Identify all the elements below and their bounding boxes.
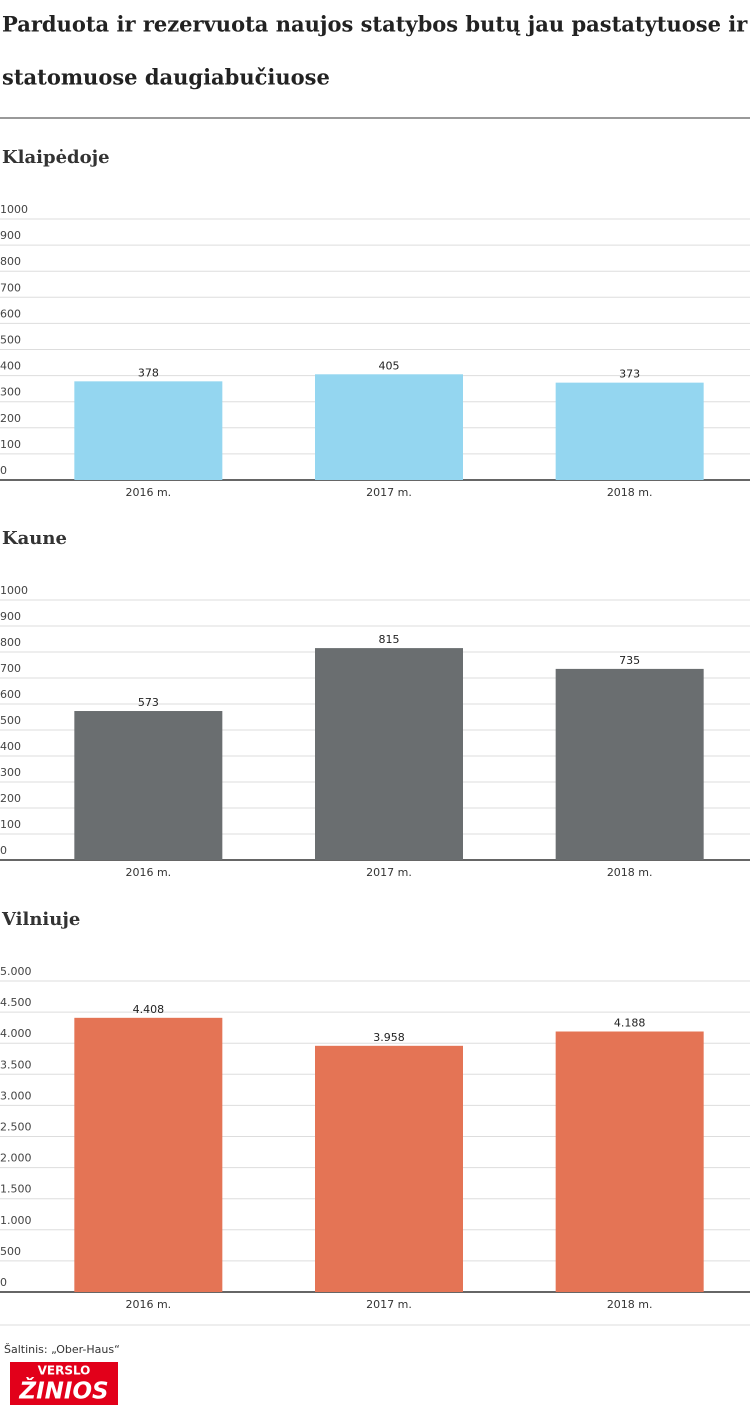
y-tick-label: 1.500 (0, 1183, 32, 1196)
y-tick-label: 300 (0, 386, 21, 399)
y-tick-label: 900 (0, 229, 21, 242)
chart-subtitle: Vilniuje (1, 909, 80, 930)
value-label: 815 (379, 633, 400, 646)
y-tick-label: 100 (0, 818, 21, 831)
y-tick-label: 2.000 (0, 1152, 32, 1165)
y-tick-label: 800 (0, 636, 21, 649)
value-label: 405 (379, 359, 400, 372)
x-tick-label: 2016 m. (125, 1298, 171, 1311)
x-tick-label: 2016 m. (125, 486, 171, 499)
y-tick-label: 3.000 (0, 1089, 32, 1102)
y-tick-label: 400 (0, 360, 21, 373)
y-tick-label: 4.000 (0, 1027, 32, 1040)
y-tick-label: 0 (0, 844, 7, 857)
source: Šaltinis: „Ober-Haus“ (4, 1343, 120, 1356)
title-line: Parduota ir rezervuota naujos statybos b… (2, 12, 748, 37)
bar (315, 374, 463, 480)
title-line: statomuose daugiabučiuose (2, 65, 330, 90)
x-tick-label: 2016 m. (125, 866, 171, 879)
y-tick-label: 500 (0, 714, 21, 727)
y-tick-label: 700 (0, 662, 21, 675)
bar (555, 668, 704, 860)
y-tick-label: 1.000 (0, 1214, 32, 1227)
y-tick-label: 2.500 (0, 1121, 32, 1134)
y-tick-label: 600 (0, 307, 21, 320)
y-tick-label: 200 (0, 792, 21, 805)
value-label: 378 (138, 366, 159, 379)
bar (74, 1017, 223, 1292)
x-tick-label: 2017 m. (366, 866, 412, 879)
value-label: 4.408 (133, 1003, 165, 1016)
y-tick-label: 1000 (0, 584, 28, 597)
y-tick-label: 600 (0, 688, 21, 701)
value-label: 573 (138, 696, 159, 709)
logo-bottom: ŽINIOS (18, 1377, 108, 1405)
y-tick-label: 400 (0, 740, 21, 753)
y-tick-label: 1000 (0, 203, 28, 216)
y-tick-label: 500 (0, 1245, 21, 1258)
y-tick-label: 5.000 (0, 965, 32, 978)
bar (315, 648, 463, 860)
y-tick-label: 500 (0, 334, 21, 347)
y-tick-label: 100 (0, 438, 21, 451)
y-tick-label: 800 (0, 255, 21, 268)
bar (315, 1045, 463, 1292)
y-tick-label: 0 (0, 464, 7, 477)
logo-top: VERSLO (38, 1364, 91, 1378)
x-tick-label: 2018 m. (607, 1298, 653, 1311)
y-tick-label: 4.500 (0, 996, 32, 1009)
value-label: 373 (619, 368, 640, 381)
y-tick-label: 3.500 (0, 1058, 32, 1071)
bar (555, 1031, 704, 1292)
bar (555, 382, 704, 480)
logo-box (10, 1362, 118, 1405)
bar (74, 711, 223, 860)
y-tick-label: 700 (0, 281, 21, 294)
y-tick-label: 200 (0, 412, 21, 425)
y-tick-label: 300 (0, 766, 21, 779)
chart-subtitle: Klaipėdoje (2, 147, 110, 168)
value-label: 735 (619, 654, 640, 667)
value-label: 3.958 (373, 1031, 405, 1044)
x-tick-label: 2017 m. (366, 486, 412, 499)
y-tick-label: 0 (0, 1276, 7, 1289)
x-tick-label: 2017 m. (366, 1298, 412, 1311)
bar (74, 381, 223, 480)
x-tick-label: 2018 m. (607, 866, 653, 879)
value-label: 4.188 (614, 1017, 646, 1030)
y-tick-label: 900 (0, 610, 21, 623)
chart-subtitle: Kaune (2, 528, 67, 549)
x-tick-label: 2018 m. (607, 486, 653, 499)
